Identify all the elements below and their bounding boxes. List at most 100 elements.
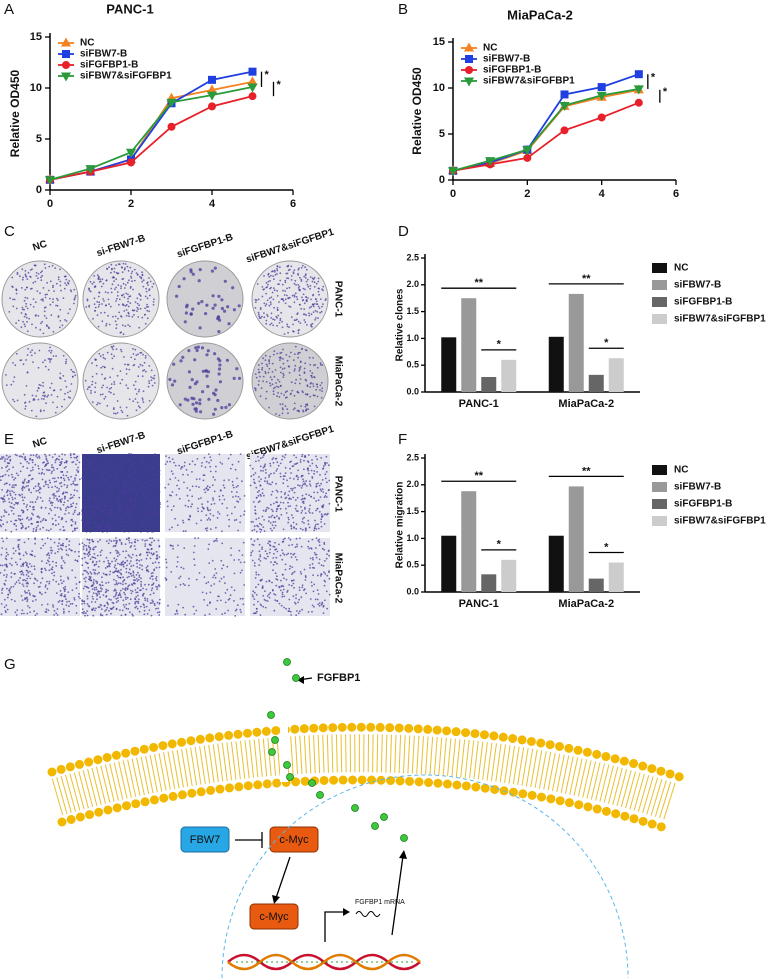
cell	[22, 599, 24, 601]
cell	[46, 562, 48, 564]
cell	[110, 387, 112, 389]
cell	[236, 491, 238, 493]
cell	[288, 608, 290, 610]
cell	[147, 598, 149, 600]
cell	[109, 574, 111, 576]
cell	[288, 491, 290, 493]
cell	[22, 466, 24, 468]
cell	[96, 524, 98, 526]
cell	[123, 475, 125, 477]
cell	[14, 376, 16, 378]
cell	[113, 407, 115, 409]
cell	[215, 527, 217, 529]
cell	[264, 480, 266, 482]
cell	[89, 579, 91, 581]
cell	[88, 546, 90, 548]
cell	[103, 472, 105, 474]
cell	[114, 478, 116, 480]
cell	[61, 453, 63, 455]
cell	[130, 560, 132, 562]
cell	[63, 493, 65, 495]
cell	[143, 499, 145, 501]
cell	[68, 555, 70, 557]
cell	[41, 572, 43, 574]
cell	[123, 310, 125, 312]
bar	[589, 375, 604, 392]
cell	[142, 520, 144, 522]
cell	[148, 495, 150, 497]
cell	[38, 485, 40, 487]
cell	[282, 376, 284, 378]
cell	[29, 401, 31, 403]
cell	[23, 363, 25, 365]
cell	[58, 516, 60, 518]
cell	[45, 294, 47, 296]
cell	[26, 553, 28, 555]
cell	[35, 614, 37, 616]
cell	[66, 320, 68, 322]
cell	[261, 548, 263, 550]
cell	[87, 603, 89, 605]
cell	[52, 561, 54, 563]
cell	[11, 486, 13, 488]
cell	[69, 390, 71, 392]
cell	[318, 291, 320, 293]
cell	[273, 278, 275, 280]
cell	[94, 573, 96, 575]
cell	[153, 569, 155, 571]
cell	[63, 611, 65, 613]
cell	[59, 483, 61, 485]
cell	[143, 613, 145, 615]
cell	[128, 584, 130, 586]
cell	[294, 283, 296, 285]
cell	[257, 526, 259, 528]
cell	[258, 495, 260, 497]
cell	[272, 318, 274, 320]
cell	[45, 481, 47, 483]
cell	[98, 471, 100, 473]
cell	[26, 317, 28, 319]
cell	[317, 604, 319, 606]
cell	[55, 305, 57, 307]
cell	[136, 494, 138, 496]
cell	[307, 468, 309, 470]
cell	[91, 585, 93, 587]
cell	[59, 507, 61, 509]
cell	[294, 403, 296, 405]
cell	[143, 479, 145, 481]
cell	[266, 507, 268, 509]
cell	[269, 363, 271, 365]
cell	[307, 286, 309, 288]
cell	[140, 606, 142, 608]
cell	[138, 487, 140, 489]
cell	[74, 489, 76, 491]
cell	[95, 521, 97, 523]
cell	[133, 456, 135, 458]
cell	[240, 572, 242, 574]
cell	[238, 496, 240, 498]
cell	[283, 475, 285, 477]
cell	[154, 382, 156, 384]
cell	[199, 478, 201, 480]
cell	[290, 266, 292, 268]
cell	[127, 489, 129, 491]
cell	[82, 479, 84, 481]
membrane-heads	[62, 780, 665, 828]
cell	[54, 267, 56, 269]
cell	[104, 367, 106, 369]
cell	[126, 407, 128, 409]
cell	[6, 588, 8, 590]
cell	[309, 396, 311, 398]
cell	[58, 542, 60, 544]
cell	[62, 526, 64, 528]
cell	[35, 416, 37, 418]
cell	[119, 572, 121, 574]
cell	[105, 396, 107, 398]
cell	[326, 575, 328, 577]
cell	[250, 485, 252, 487]
cell	[75, 577, 77, 579]
cell	[206, 487, 208, 489]
cell	[47, 603, 49, 605]
cell	[317, 492, 319, 494]
cell	[8, 311, 10, 313]
